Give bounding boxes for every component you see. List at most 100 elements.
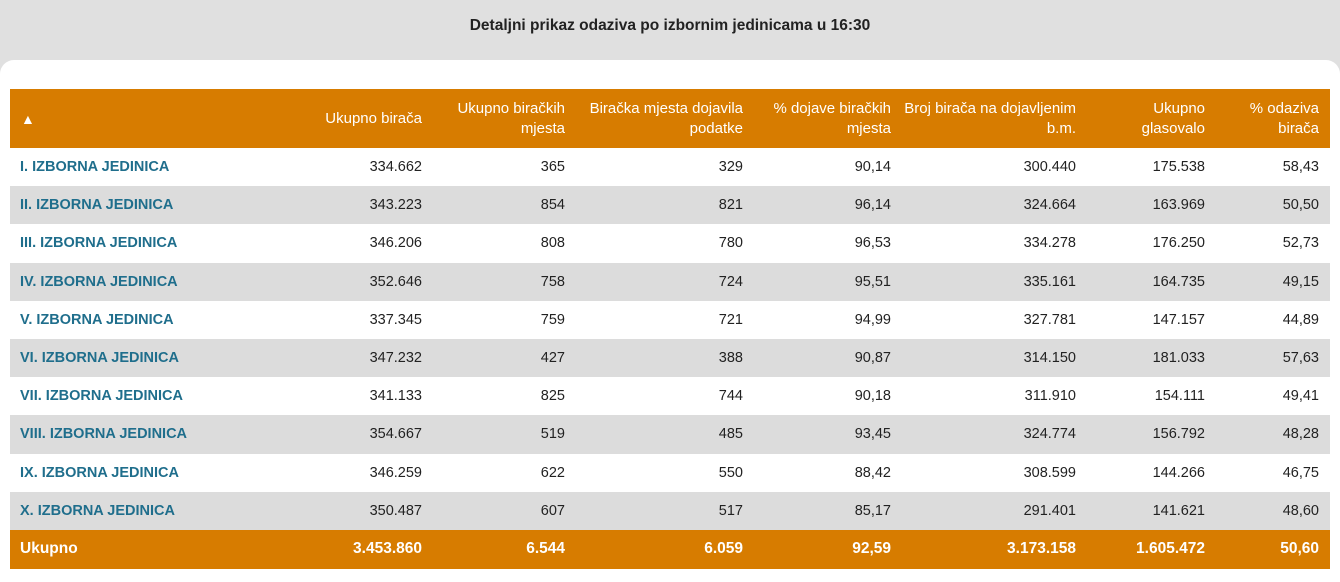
table-cell: 156.792 [1152, 426, 1205, 443]
col-header-biracka-mjesta-dojavila[interactable]: Biračka mjesta dojavila podatke [589, 99, 743, 137]
table-cell: 327.781 [1023, 311, 1076, 328]
total-cell: 92,59 [852, 540, 891, 558]
table-row: III. IZBORNA JEDINICA 346.206 808 780 96,53 3… [10, 224, 1330, 263]
table-cell: 329 [718, 159, 743, 176]
col-header-broj-biraca-dojavljenim[interactable]: Broj birača na dojavljenim b.m. [904, 99, 1076, 137]
district-link[interactable]: II. IZBORNA JEDINICA [20, 197, 174, 214]
table-cell: 50,50 [1282, 197, 1319, 214]
district-link[interactable]: X. IZBORNA JEDINICA [20, 502, 175, 519]
total-cell: 3.453.860 [353, 540, 422, 558]
table-row: VIII. IZBORNA JEDINICA 354.667 519 485 93,45… [10, 415, 1330, 454]
col-header-pct-odaziva[interactable]: % odaziva birača [1249, 99, 1319, 137]
total-cell: 6.059 [704, 540, 743, 558]
table-row: V. IZBORNA JEDINICA 337.345 759 721 94,99 327… [10, 300, 1330, 339]
header-row: ▲ Ukupno birača Ukupno biračkih mjesta B… [10, 89, 1330, 148]
total-cell: 1.605.472 [1136, 540, 1205, 558]
col-header-ukupno-glasovalo[interactable]: Ukupno glasovalo [1141, 99, 1205, 137]
total-cell: 50,60 [1280, 540, 1319, 558]
col-header-pct-dojave[interactable]: % dojave biračkih mjesta [773, 99, 891, 137]
table-cell: 58,43 [1282, 159, 1319, 176]
table-row: IX. IZBORNA JEDINICA 346.259 622 550 88,42 30… [10, 453, 1330, 492]
total-cell: 3.173.158 [1007, 540, 1076, 558]
table-cell: 96,53 [854, 235, 891, 252]
table-cell: 334.662 [369, 159, 422, 176]
table-cell: 311.910 [1024, 388, 1076, 405]
table-cell: 346.259 [369, 464, 422, 481]
table-cell: 341.133 [369, 388, 422, 405]
turnout-table: ▲ Ukupno birača Ukupno biračkih mjesta B… [10, 89, 1330, 569]
district-link[interactable]: I. IZBORNA JEDINICA [20, 159, 170, 176]
table-cell: 550 [718, 464, 743, 481]
table-cell: 300.440 [1023, 159, 1076, 176]
table-cell: 780 [718, 235, 743, 252]
district-link[interactable]: IX. IZBORNA JEDINICA [20, 464, 179, 481]
table-cell: 308.599 [1023, 464, 1076, 481]
table-cell: 365 [540, 159, 565, 176]
table-cell: 519 [540, 426, 565, 443]
table-cell: 154.111 [1154, 388, 1205, 405]
table-cell: 347.232 [369, 350, 422, 367]
district-link[interactable]: IV. IZBORNA JEDINICA [20, 273, 178, 290]
table-cell: 48,28 [1282, 426, 1319, 443]
table-cell: 724 [718, 273, 743, 290]
table-cell: 147.157 [1152, 311, 1205, 328]
table-cell: 314.150 [1023, 350, 1076, 367]
table-cell: 485 [718, 426, 743, 443]
table-row: I. IZBORNA JEDINICA 334.662 365 329 90,14 300… [10, 148, 1330, 187]
table-cell: 324.774 [1023, 426, 1076, 443]
table-cell: 517 [718, 502, 743, 519]
sort-arrow-icon[interactable]: ▲ [21, 110, 35, 127]
table-cell: 808 [540, 235, 565, 252]
table-cell: 57,63 [1282, 350, 1319, 367]
table-cell: 607 [540, 502, 565, 519]
table-cell: 52,73 [1282, 235, 1319, 252]
table-cell: 88,42 [854, 464, 891, 481]
table-cell: 96,14 [854, 197, 891, 214]
table-row: II. IZBORNA JEDINICA 343.223 854 821 96,14 32… [10, 186, 1330, 225]
table-cell: 141.621 [1152, 502, 1205, 519]
table-cell: 337.345 [369, 311, 422, 328]
table-cell: 181.033 [1152, 350, 1205, 367]
table-cell: 93,45 [854, 426, 891, 443]
table-cell: 324.664 [1023, 197, 1076, 214]
table-cell: 622 [540, 464, 565, 481]
table-cell: 175.538 [1152, 159, 1205, 176]
district-link[interactable]: VI. IZBORNA JEDINICA [20, 350, 179, 367]
table-row: VII. IZBORNA JEDINICA 341.133 825 744 90,18 3… [10, 377, 1330, 416]
table-cell: 48,60 [1282, 502, 1319, 519]
district-link[interactable]: V. IZBORNA JEDINICA [20, 311, 174, 328]
table-cell: 346.206 [369, 235, 422, 252]
table-cell: 343.223 [369, 197, 422, 214]
table-cell: 825 [540, 388, 565, 405]
table-cell: 90,87 [854, 350, 891, 367]
table-cell: 90,18 [854, 388, 891, 405]
table-cell: 49,15 [1282, 273, 1319, 290]
table-cell: 335.161 [1023, 273, 1076, 290]
total-label: Ukupno [20, 540, 78, 558]
table-cell: 821 [718, 197, 743, 214]
col-header-ukupno-birackih-mjesta[interactable]: Ukupno biračkih mjesta [457, 99, 565, 137]
table-cell: 354.667 [369, 426, 422, 443]
table-row: IV. IZBORNA JEDINICA 352.646 758 724 95,51 33… [10, 262, 1330, 301]
table-cell: 46,75 [1282, 464, 1319, 481]
table-cell: 854 [540, 197, 565, 214]
table-cell: 758 [540, 273, 565, 290]
table-cell: 291.401 [1023, 502, 1076, 519]
table-cell: 350.487 [369, 502, 422, 519]
table-cell: 759 [540, 311, 565, 328]
table-cell: 352.646 [369, 273, 422, 290]
district-link[interactable]: III. IZBORNA JEDINICA [20, 235, 178, 252]
table-row: X. IZBORNA JEDINICA 350.487 607 517 85,17 291… [10, 491, 1330, 530]
table-cell: 334.278 [1023, 235, 1076, 252]
table-cell: 95,51 [854, 273, 891, 290]
col-header-ukupno-biraca[interactable]: Ukupno birača [325, 109, 422, 127]
total-cell: 6.544 [526, 540, 565, 558]
table-cell: 44,89 [1282, 311, 1319, 328]
table-cell: 427 [540, 350, 565, 367]
district-link[interactable]: VIII. IZBORNA JEDINICA [20, 426, 188, 443]
table-cell: 164.735 [1152, 273, 1205, 290]
table-cell: 744 [718, 388, 743, 405]
district-link[interactable]: VII. IZBORNA JEDINICA [20, 388, 184, 405]
table-row: VI. IZBORNA JEDINICA 347.232 427 388 90,87 31… [10, 338, 1330, 378]
table-cell: 721 [718, 311, 743, 328]
